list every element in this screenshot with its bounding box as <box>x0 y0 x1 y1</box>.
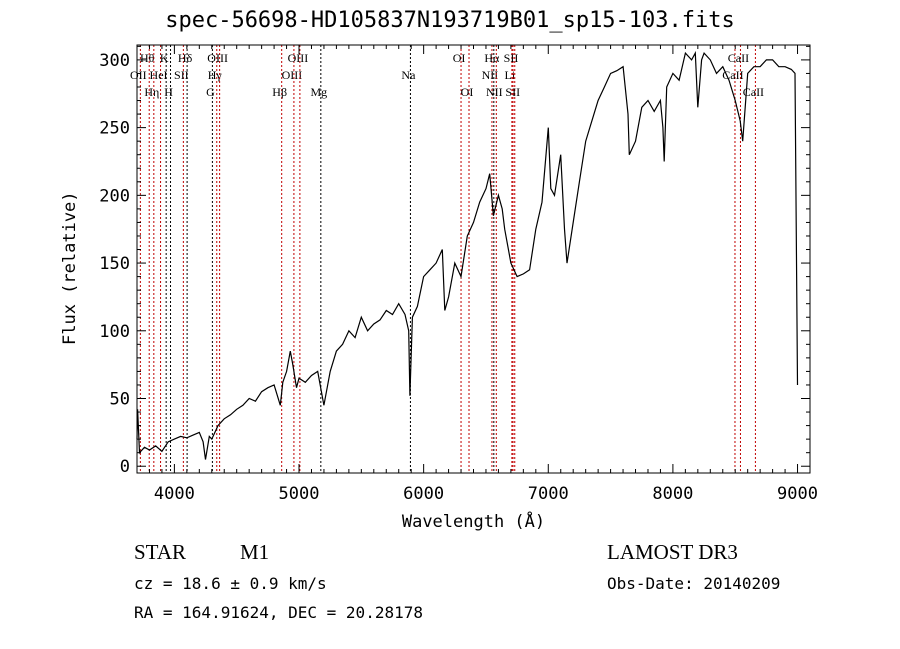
x-tick-label: 5000 <box>279 484 320 504</box>
spectral-line-label: K <box>160 51 169 65</box>
spectral-line-label: OI <box>461 85 474 99</box>
redshift-text: cz = 18.6 ± 0.9 km/s <box>134 574 327 593</box>
x-tick-label: 9000 <box>777 484 818 504</box>
chart-title: spec-56698-HD105837N193719B01_sp15-103.f… <box>165 8 735 33</box>
spectral-line-label: SII <box>504 51 519 65</box>
spectral-line-label: SII <box>505 85 520 99</box>
spectral-line-label: G <box>206 85 215 99</box>
spectral-line-label: Hθ <box>140 51 155 65</box>
spectral-line-label: OIII <box>288 51 309 65</box>
y-axis-label: Flux (relative) <box>60 191 80 345</box>
x-tick-label: 8000 <box>652 484 693 504</box>
y-tick-label: 50 <box>110 390 130 410</box>
spectral-line-label: Mg <box>310 85 327 99</box>
x-axis-label: Wavelength (Å) <box>401 512 546 532</box>
spectral-line-label: Na <box>401 68 416 82</box>
survey-label: LAMOST DR3 <box>607 540 738 564</box>
spectral-line-label: CaII <box>743 85 764 99</box>
spectral-line-label: SII <box>174 68 189 82</box>
spectral-line-label: NII <box>486 85 503 99</box>
y-tick-label: 100 <box>99 322 130 342</box>
y-tick-label: 200 <box>99 186 130 206</box>
y-tick-label: 300 <box>99 51 130 71</box>
x-tick-label: 4000 <box>154 484 195 504</box>
y-tick-label: 150 <box>99 254 130 274</box>
y-tick-label: 250 <box>99 119 130 139</box>
object-subclass: M1 <box>240 540 270 564</box>
x-tick-label: 6000 <box>403 484 444 504</box>
spectral-line-label: Hδ <box>178 51 193 65</box>
spectral-line-label: Hβ <box>272 85 287 99</box>
spectral-line-label: CaII <box>728 51 749 65</box>
x-tick-label: 7000 <box>528 484 569 504</box>
spectrum-line <box>136 50 799 460</box>
spectral-line-label: OI <box>453 51 466 65</box>
spectral-line-label: OIII <box>207 51 228 65</box>
spectral-line-label: HeI <box>150 68 168 82</box>
spectral-line-label: H <box>164 85 173 99</box>
spectral-line-label: Li <box>505 68 516 82</box>
obs-date: Obs-Date: 20140209 <box>607 574 781 593</box>
spectral-line-label: Hγ <box>208 68 223 82</box>
spectral-line-label: NII <box>482 68 499 82</box>
y-tick-label: 0 <box>120 457 130 477</box>
spectral-line-label: OIII <box>282 68 303 82</box>
spectral-line-label: OII <box>130 68 147 82</box>
object-class: STAR <box>134 540 186 564</box>
coordinates-text: RA = 164.91624, DEC = 20.28178 <box>134 603 423 622</box>
spectral-line-label: Hη <box>144 85 159 99</box>
spectral-line-label: Hα <box>484 51 500 65</box>
